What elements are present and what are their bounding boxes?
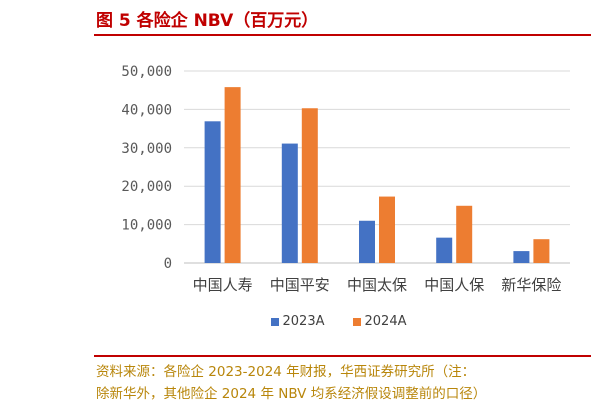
y-tick-label: 10,000	[121, 218, 172, 234]
bar-2024a-3	[456, 205, 473, 263]
bars	[204, 87, 550, 264]
legend-item-2023a: 2023A	[270, 314, 325, 329]
legend-item-2024a: 2024A	[352, 314, 407, 329]
y-tick-label: 20,000	[121, 179, 172, 195]
gridlines	[184, 70, 570, 264]
bar-2023a-1	[281, 143, 298, 263]
source-rule	[94, 355, 591, 357]
bar-2024a-0	[224, 87, 241, 264]
y-tick-label: 30,000	[121, 141, 172, 157]
legend: 2023A 2024A	[0, 314, 597, 329]
legend-label-2024a: 2024A	[364, 314, 407, 329]
figure-title: 图 5 各险企 NBV（百万元）	[96, 11, 319, 31]
legend-swatch-2023a	[270, 317, 279, 326]
legend-label-2023a: 2023A	[282, 314, 325, 329]
y-tick-label: 50,000	[121, 64, 172, 80]
bar-2024a-4	[533, 239, 550, 263]
x-tick-label: 新华保险	[501, 276, 561, 294]
x-tick-label: 中国平安	[270, 276, 330, 294]
source-line-1: 资料来源：各险企 2023-2024 年财报，华西证券研究所（注：	[96, 364, 476, 380]
y-tick-label: 0	[164, 256, 172, 272]
legend-swatch-2024a	[352, 317, 361, 326]
bar-2024a-1	[301, 108, 318, 263]
bar-2023a-2	[359, 220, 375, 263]
y-axis-ticks: 0 10,000 20,000 30,000 40,000 50,000	[121, 64, 172, 272]
bar-2023a-3	[436, 237, 453, 263]
bar-2024a-2	[379, 196, 395, 263]
y-tick-label: 40,000	[121, 102, 172, 118]
source-note: 资料来源：各险企 2023-2024 年财报，华西证券研究所（注： 除新华外，其…	[96, 361, 590, 405]
x-tick-label: 中国人寿	[193, 276, 253, 294]
x-tick-label: 中国人保	[424, 276, 484, 294]
x-axis-labels: 中国人寿 中国平安 中国太保 中国人保 新华保险	[193, 276, 562, 294]
bar-2023a-4	[513, 251, 530, 263]
x-tick-label: 中国太保	[347, 276, 407, 294]
bar-2023a-0	[204, 121, 221, 263]
source-line-2: 除新华外，其他险企 2024 年 NBV 均系经济假设调整前的口径）	[96, 386, 487, 402]
title-rule	[94, 34, 591, 36]
